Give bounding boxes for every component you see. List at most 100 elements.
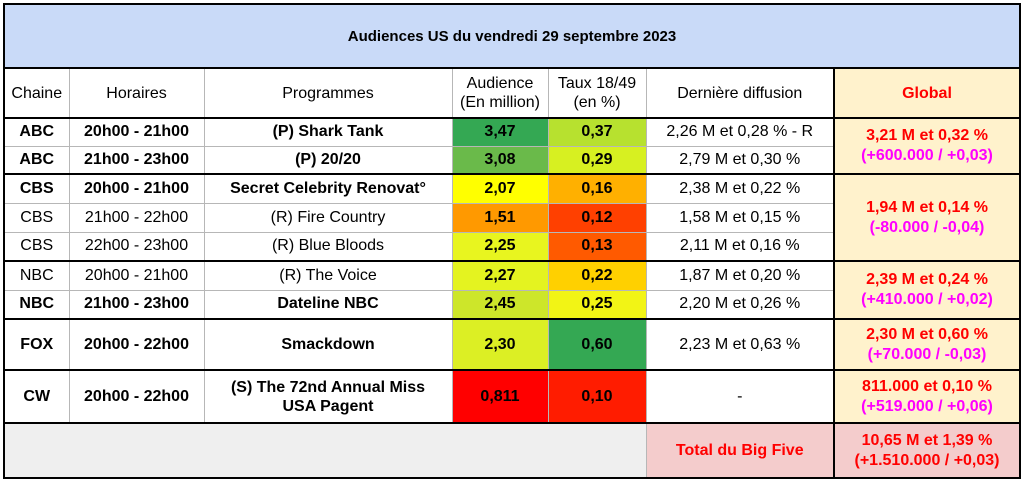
footer-total: 10,65 M et 1,39 % (+1.510.000 / +0,03) (833, 422, 1021, 479)
global-nbc-main: 2,39 M et 0,24 % (866, 271, 988, 288)
table-row: NBC 21h00 - 23h00 Dateline NBC 2,45 0,25… (3, 289, 1020, 320)
cell-programme: Secret Celebrity Renovat° (203, 173, 453, 204)
cell-audience: 2,30 (451, 318, 549, 371)
footer-empty-cell (3, 422, 647, 479)
global-cw-main: 811.000 et 0,10 % (862, 377, 992, 395)
footer-total-delta: (+1.510.000 / +0,03) (854, 451, 1000, 469)
footer-row: Total du Big Five 10,65 M et 1,39 % (+1.5… (3, 422, 1021, 479)
cell-horaires: 20h00 - 22h00 (68, 369, 205, 424)
cell-derniere: 2,79 M et 0,30 % (645, 145, 835, 175)
cell-chaine: FOX (3, 318, 70, 371)
table-row: CBS 20h00 - 21h00 Secret Celebrity Renov… (3, 173, 1021, 262)
global-nbc: 2,39 M et 0,24 % (+410.000 / +0,02) (833, 260, 1021, 320)
header-row: Chaine Horaires Programmes Audience (En m… (3, 67, 1021, 119)
cell-audience: 2,45 (451, 289, 549, 320)
cell-chaine: CW (3, 369, 70, 424)
cell-taux: 0,37 (547, 117, 647, 147)
global-abc: 3,21 M et 0,32 % (+600.000 / +0,03) (833, 117, 1021, 175)
cell-programme: (R) Blue Bloods (203, 231, 453, 262)
cell-chaine: CBS (3, 173, 70, 204)
cell-programme: Smackdown (203, 318, 453, 371)
cell-derniere: 2,26 M et 0,28 % - R (645, 117, 835, 147)
cell-taux: 0,29 (547, 145, 647, 175)
cell-audience: 2,07 (451, 173, 549, 204)
header-global: Global (833, 67, 1021, 119)
cell-taux: 0,16 (547, 173, 647, 204)
cell-derniere: 2,38 M et 0,22 % (645, 173, 835, 204)
cell-horaires: 20h00 - 22h00 (68, 318, 205, 371)
cell-horaires: 21h00 - 22h00 (68, 202, 205, 233)
cell-audience: 2,27 (451, 260, 549, 291)
table-row: NBC 20h00 - 21h00 (R) The Voice 2,27 0,2… (3, 260, 1021, 320)
cell-audience: 3,08 (451, 145, 549, 175)
global-cbs-delta: (-80.000 / -0,04) (869, 218, 985, 236)
cell-chaine: ABC (3, 145, 70, 175)
global-abc-main: 3,21 M et 0,32 % (866, 127, 988, 144)
cell-programme: (P) 20/20 (203, 145, 453, 175)
cell-programme: (S) The 72nd Annual Miss USA Pagent (203, 369, 453, 424)
cell-programme-line1: (S) The 72nd Annual Miss (230, 378, 426, 396)
header-chaine: Chaine (3, 67, 70, 119)
header-taux-line2: (en %) (573, 94, 621, 111)
cell-derniere: 1,87 M et 0,20 % (645, 260, 835, 291)
header-audience-line2: (En million) (459, 94, 540, 111)
table-row: ABC 21h00 - 23h00 (P) 20/20 3,08 0,29 2,… (3, 145, 1020, 175)
header-audience-line1: Audience (466, 75, 534, 92)
header-horaires: Horaires (68, 67, 205, 119)
table-row: CBS 22h00 - 23h00 (R) Blue Bloods 2,25 0… (3, 231, 1020, 262)
cell-taux: 0,25 (547, 289, 647, 320)
header-taux: Taux 18/49 (en %) (547, 67, 647, 119)
cell-chaine: CBS (3, 231, 70, 262)
cell-programme: Dateline NBC (203, 289, 453, 320)
global-fox: 2,30 M et 0,60 % (+70.000 / -0,03) (833, 318, 1021, 371)
table-row: ABC 20h00 - 21h00 (P) Shark Tank 3,47 0,… (3, 117, 1021, 175)
cell-programme: (P) Shark Tank (203, 117, 453, 147)
audience-table-container: Audiences US du vendredi 29 septembre 20… (3, 3, 1021, 485)
cell-taux: 0,22 (547, 260, 647, 291)
global-cbs-main: 1,94 M et 0,14 % (866, 198, 988, 216)
cell-derniere: 2,11 M et 0,16 % (645, 231, 835, 262)
cell-horaires: 20h00 - 21h00 (68, 173, 205, 204)
cell-audience: 1,51 (451, 202, 549, 233)
footer-label: Total du Big Five (645, 422, 835, 479)
cell-chaine: CBS (3, 202, 70, 233)
cell-programme: (R) Fire Country (203, 202, 453, 233)
global-nbc-delta: (+410.000 / +0,02) (861, 291, 993, 308)
table-row: CW 20h00 - 22h00 (S) The 72nd Annual Mis… (3, 369, 1021, 424)
audience-table: Audiences US du vendredi 29 septembre 20… (3, 3, 1021, 479)
global-abc-delta: (+600.000 / +0,03) (861, 147, 993, 164)
cell-taux: 0,60 (547, 318, 647, 371)
cell-horaires: 22h00 - 23h00 (68, 231, 205, 262)
cell-audience: 2,25 (451, 231, 549, 262)
cell-horaires: 21h00 - 23h00 (68, 145, 205, 175)
cell-taux: 0,13 (547, 231, 647, 262)
header-derniere: Dernière diffusion (645, 67, 835, 119)
table-title: Audiences US du vendredi 29 septembre 20… (3, 3, 1021, 69)
cell-audience: 0,811 (451, 369, 549, 424)
cell-taux: 0,10 (547, 369, 647, 424)
header-programmes: Programmes (203, 67, 453, 119)
cell-horaires: 21h00 - 23h00 (68, 289, 205, 320)
header-taux-line1: Taux 18/49 (557, 75, 637, 92)
header-audience: Audience (En million) (451, 67, 549, 119)
cell-audience: 3,47 (451, 117, 549, 147)
cell-programme: (R) The Voice (203, 260, 453, 291)
global-cw: 811.000 et 0,10 % (+519.000 / +0,06) (833, 369, 1021, 424)
global-cbs: 1,94 M et 0,14 % (-80.000 / -0,04) (833, 173, 1021, 262)
global-fox-main: 2,30 M et 0,60 % (866, 325, 988, 343)
footer-total-main: 10,65 M et 1,39 % (861, 431, 993, 449)
cell-derniere: 2,20 M et 0,26 % (645, 289, 835, 320)
cell-taux: 0,12 (547, 202, 647, 233)
table-row: CBS 21h00 - 22h00 (R) Fire Country 1,51 … (3, 202, 1020, 233)
cell-horaires: 20h00 - 21h00 (68, 260, 205, 291)
cell-derniere: 2,23 M et 0,63 % (645, 318, 835, 371)
cell-programme-line2: USA Pagent (282, 397, 374, 415)
global-cw-delta: (+519.000 / +0,06) (861, 397, 993, 415)
table-row: FOX 20h00 - 22h00 Smackdown 2,30 0,60 2,… (3, 318, 1021, 371)
cell-derniere: 1,58 M et 0,15 % (645, 202, 835, 233)
cell-chaine: NBC (3, 260, 70, 291)
cell-chaine: NBC (3, 289, 70, 320)
cell-chaine: ABC (3, 117, 70, 147)
global-fox-delta: (+70.000 / -0,03) (867, 345, 987, 363)
cell-derniere: - (645, 369, 835, 424)
